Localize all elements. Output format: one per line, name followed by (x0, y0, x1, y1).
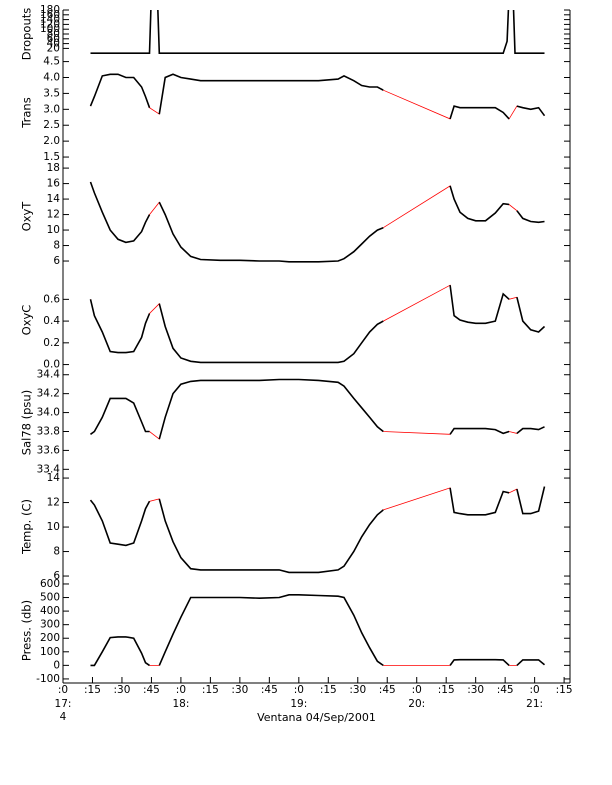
y-tick-label: 3.5 (43, 87, 60, 99)
x-tick-label: :0 (176, 684, 186, 696)
hour-label: 19: (290, 698, 307, 710)
y-tick-label: 20 (47, 42, 60, 54)
y-tick-label: 2.5 (43, 119, 60, 131)
y-axis-label: Trans (20, 97, 34, 128)
y-tick-label: 12 (47, 497, 60, 509)
y-tick-label: 100 (40, 23, 60, 35)
y-tick-label: 160 (40, 9, 60, 21)
y-tick-label: 60 (47, 33, 60, 45)
y-tick-label: 300 (40, 619, 60, 631)
x-tick-label: :15 (438, 684, 455, 696)
connector-line (90, 181, 545, 263)
x-tick-label: :0 (412, 684, 422, 696)
hour-label: 18: (172, 698, 189, 710)
data-line (89, 285, 546, 364)
x-tick-label: :30 (349, 684, 366, 696)
y-tick-label: 14 (47, 193, 61, 205)
x-tick-label: :15 (202, 684, 219, 696)
connector-line (90, 486, 545, 573)
y-tick-label: 180 (40, 4, 60, 16)
x-tick-label: :45 (261, 684, 278, 696)
y-tick-label: 0.2 (43, 337, 60, 349)
x-tick-label: :30 (467, 684, 484, 696)
y-tick-label: 6 (53, 570, 60, 582)
y-tick-label: 2.0 (43, 135, 60, 147)
day-label: 4 (60, 711, 67, 723)
y-tick-label: 600 (40, 578, 60, 590)
y-tick-label: 33.8 (37, 425, 60, 437)
y-tick-label: 6 (53, 255, 60, 267)
y-tick-label: -100 (36, 673, 60, 685)
data-line (89, 73, 546, 120)
y-tick-label: 10 (47, 224, 60, 236)
y-tick-label: 18 (47, 162, 60, 174)
y-tick-label: 80 (47, 28, 60, 40)
y-tick-label: 500 (40, 592, 60, 604)
y-axis-label: Temp. (C) (20, 499, 34, 555)
y-tick-label: 0.4 (43, 315, 60, 327)
hour-label: 21: (526, 698, 543, 710)
y-tick-label: 4.5 (43, 56, 60, 68)
y-tick-label: 0.6 (43, 293, 60, 305)
y-tick-label: 14 (47, 472, 61, 484)
data-line (90, 594, 546, 667)
y-axis-label: OxyC (20, 305, 34, 336)
y-tick-label: 33.4 (37, 463, 61, 475)
connector-line (90, 379, 545, 440)
y-axis-label: Press. (db) (20, 600, 34, 661)
y-tick-label: 40 (47, 38, 60, 50)
y-tick-label: 34.0 (37, 407, 60, 419)
y-tick-label: 8 (53, 240, 60, 252)
x-axis-label: Ventana 04/Sep/2001 (257, 711, 376, 724)
hour-label: 17: (55, 698, 72, 710)
x-tick-label: :45 (379, 684, 396, 696)
y-axis-label: Sal78 (psu) (20, 390, 34, 455)
y-tick-label: 3.0 (43, 103, 60, 115)
y-axis-label: Dropouts (20, 8, 34, 61)
x-tick-label: :0 (58, 684, 68, 696)
y-tick-label: 0.0 (43, 359, 60, 371)
y-tick-label: 120 (40, 18, 60, 30)
y-tick-label: 8 (53, 546, 60, 558)
y-axis-label: OxyT (20, 201, 34, 232)
x-tick-label: :15 (320, 684, 337, 696)
x-tick-label: :0 (530, 684, 540, 696)
y-tick-label: 34.4 (37, 369, 61, 381)
y-tick-label: 200 (40, 632, 60, 644)
y-tick-label: 100 (40, 646, 60, 658)
y-tick-label: 140 (40, 14, 60, 26)
y-tick-label: 16 (47, 178, 61, 190)
y-tick-label: 34.2 (37, 388, 60, 400)
y-tick-label: 0 (53, 659, 60, 671)
data-line (90, 10, 545, 54)
y-tick-label: 10 (47, 521, 60, 533)
y-tick-label: 1.5 (43, 151, 60, 163)
hour-label: 20: (408, 698, 425, 710)
connector-line (90, 594, 545, 666)
x-tick-label: :0 (294, 684, 304, 696)
x-tick-label: :30 (231, 684, 248, 696)
y-tick-label: 33.6 (37, 444, 61, 456)
x-tick-label: :30 (114, 684, 131, 696)
x-tick-label: :15 (556, 684, 573, 696)
y-tick-label: 400 (40, 605, 60, 617)
data-line (89, 486, 546, 574)
x-tick-label: :45 (497, 684, 514, 696)
data-line (90, 378, 545, 440)
y-tick-label: 4.0 (43, 72, 60, 84)
x-tick-label: :45 (143, 684, 160, 696)
data-line (89, 181, 545, 263)
x-tick-label: :15 (84, 684, 101, 696)
y-tick-label: 12 (47, 209, 60, 221)
